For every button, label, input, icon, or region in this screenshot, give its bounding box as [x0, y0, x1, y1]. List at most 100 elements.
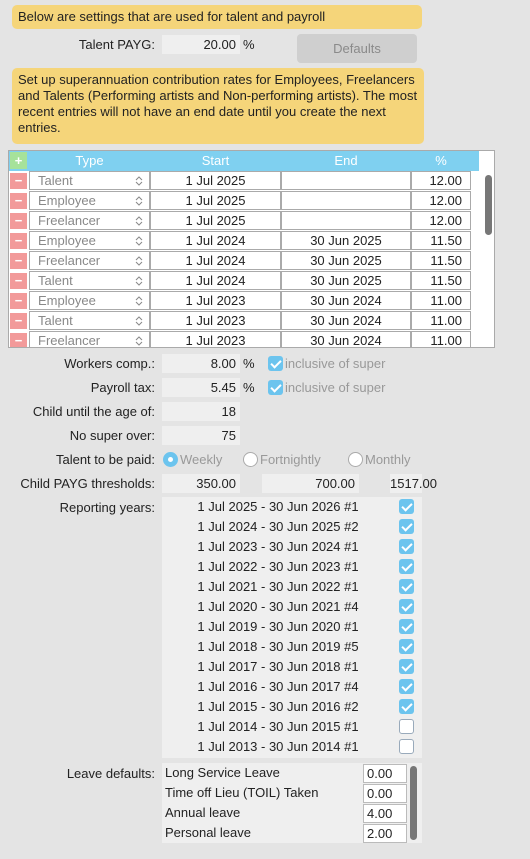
type-select[interactable]: Employee	[29, 291, 150, 310]
child_age-label: Child until the age of:	[32, 404, 155, 419]
type-select[interactable]: Freelancer	[29, 211, 150, 230]
start-cell[interactable]: 1 Jul 2024	[150, 231, 281, 250]
remove-button[interactable]: −	[10, 173, 27, 189]
leave-value[interactable]: 0.00	[363, 764, 407, 783]
scrollbar-thumb[interactable]	[410, 766, 417, 840]
reporting-year[interactable]: 1 Jul 2014 - 30 Jun 2015 #1	[197, 719, 359, 734]
radio[interactable]	[348, 452, 363, 467]
reporting-year-checkbox[interactable]	[399, 739, 414, 754]
reporting-year-checkbox[interactable]	[399, 559, 414, 574]
percent-cell[interactable]: 11.00	[411, 311, 471, 330]
end-cell[interactable]: 30 Jun 2024	[281, 311, 411, 330]
reporting-year[interactable]: 1 Jul 2013 - 30 Jun 2014 #1	[197, 739, 359, 754]
type-select[interactable]: Talent	[29, 171, 150, 190]
remove-button[interactable]: −	[10, 193, 27, 209]
start-cell[interactable]: 1 Jul 2025	[150, 211, 281, 230]
start-cell[interactable]: 1 Jul 2023	[150, 311, 281, 330]
end-cell[interactable]: 30 Jun 2024	[281, 331, 411, 347]
column-header[interactable]: %	[435, 153, 447, 168]
leave-value[interactable]: 4.00	[363, 804, 407, 823]
leave-name: Time off Lieu (TOIL) Taken	[165, 785, 319, 800]
percent-cell[interactable]: 12.00	[411, 211, 471, 230]
remove-button[interactable]: −	[10, 313, 27, 329]
percent-cell[interactable]: 11.50	[411, 271, 471, 290]
add-button[interactable]: +	[10, 152, 27, 169]
end-cell[interactable]: 30 Jun 2024	[281, 291, 411, 310]
reporting-year[interactable]: 1 Jul 2016 - 30 Jun 2017 #4	[197, 679, 359, 694]
remove-button[interactable]: −	[10, 273, 27, 289]
end-cell[interactable]: 30 Jun 2025	[281, 231, 411, 250]
payroll_tax-field[interactable]: 5.45	[162, 378, 240, 397]
start-cell[interactable]: 1 Jul 2025	[150, 191, 281, 210]
reporting-year[interactable]: 1 Jul 2018 - 30 Jun 2019 #5	[197, 639, 359, 654]
leave-value[interactable]: 2.00	[363, 824, 407, 843]
percent-cell[interactable]: 11.00	[411, 291, 471, 310]
type-select[interactable]: Employee	[29, 191, 150, 210]
percent-cell[interactable]: 12.00	[411, 171, 471, 190]
remove-button[interactable]: −	[10, 253, 27, 269]
reporting-year[interactable]: 1 Jul 2025 - 30 Jun 2026 #1	[197, 499, 359, 514]
reporting-year[interactable]: 1 Jul 2022 - 30 Jun 2023 #1	[197, 559, 359, 574]
column-header[interactable]: Start	[201, 153, 230, 168]
reporting-year[interactable]: 1 Jul 2015 - 30 Jun 2016 #2	[197, 699, 359, 714]
no_super_over-field[interactable]: 75	[162, 426, 240, 445]
end-cell[interactable]	[281, 191, 411, 210]
leave-value[interactable]: 0.00	[363, 784, 407, 803]
reporting-year-checkbox[interactable]	[399, 659, 414, 674]
type-select[interactable]: Talent	[29, 271, 150, 290]
reporting-year-checkbox[interactable]	[399, 719, 414, 734]
reporting-year-checkbox[interactable]	[399, 539, 414, 554]
threshold-field[interactable]: 1517.00	[390, 474, 437, 493]
type-select[interactable]: Talent	[29, 311, 150, 330]
radio[interactable]	[243, 452, 258, 467]
talent-payg-field[interactable]: 20.00	[162, 35, 240, 54]
reporting-year-checkbox[interactable]	[399, 499, 414, 514]
threshold-field[interactable]: 700.00	[262, 474, 359, 493]
defaults-button[interactable]: Defaults	[297, 34, 417, 63]
payroll_tax-checkbox[interactable]	[268, 380, 283, 395]
reporting-year[interactable]: 1 Jul 2024 - 30 Jun 2025 #2	[197, 519, 359, 534]
threshold-field[interactable]: 350.00	[162, 474, 240, 493]
end-cell[interactable]: 30 Jun 2025	[281, 271, 411, 290]
column-header[interactable]: Type	[75, 153, 104, 168]
reporting-year-checkbox[interactable]	[399, 699, 414, 714]
type-select[interactable]: Freelancer	[29, 251, 150, 270]
start-cell[interactable]: 1 Jul 2023	[150, 291, 281, 310]
type-select[interactable]: Freelancer	[29, 331, 150, 347]
start-cell[interactable]: 1 Jul 2024	[150, 251, 281, 270]
end-cell[interactable]: 30 Jun 2025	[281, 251, 411, 270]
remove-button[interactable]: −	[10, 213, 27, 229]
reporting-year-checkbox[interactable]	[399, 519, 414, 534]
scrollbar-thumb[interactable]	[485, 175, 492, 235]
column-header[interactable]: End	[334, 153, 358, 168]
reporting-year[interactable]: 1 Jul 2019 - 30 Jun 2020 #1	[197, 619, 359, 634]
reporting-year-checkbox[interactable]	[399, 579, 414, 594]
percent-cell[interactable]: 12.00	[411, 191, 471, 210]
workers_comp-field[interactable]: 8.00	[162, 354, 240, 373]
reporting-year[interactable]: 1 Jul 2021 - 30 Jun 2022 #1	[197, 579, 359, 594]
type-select[interactable]: Employee	[29, 231, 150, 250]
reporting-year[interactable]: 1 Jul 2023 - 30 Jun 2024 #1	[197, 539, 359, 554]
workers_comp-checkbox[interactable]	[268, 356, 283, 371]
child_age-field[interactable]: 18	[162, 402, 240, 421]
workers_comp-option: inclusive of super	[285, 356, 386, 371]
start-cell[interactable]: 1 Jul 2025	[150, 171, 281, 190]
reporting-year-checkbox[interactable]	[399, 679, 414, 694]
remove-button[interactable]: −	[10, 333, 27, 347]
start-cell[interactable]: 1 Jul 2024	[150, 271, 281, 290]
payroll_tax-label: Payroll tax:	[90, 380, 155, 395]
super-note: Set up superannuation contribution rates…	[12, 68, 424, 144]
end-cell[interactable]	[281, 171, 411, 190]
remove-button[interactable]: −	[10, 233, 27, 249]
start-cell[interactable]: 1 Jul 2023	[150, 331, 281, 347]
reporting-year[interactable]: 1 Jul 2020 - 30 Jun 2021 #4	[197, 599, 359, 614]
end-cell[interactable]	[281, 211, 411, 230]
percent-cell[interactable]: 11.50	[411, 251, 471, 270]
reporting-year-checkbox[interactable]	[399, 599, 414, 614]
percent-cell[interactable]: 11.50	[411, 231, 471, 250]
percent-cell[interactable]: 11.00	[411, 331, 471, 347]
reporting-year[interactable]: 1 Jul 2017 - 30 Jun 2018 #1	[197, 659, 359, 674]
reporting-year-checkbox[interactable]	[399, 639, 414, 654]
remove-button[interactable]: −	[10, 293, 27, 309]
reporting-year-checkbox[interactable]	[399, 619, 414, 634]
